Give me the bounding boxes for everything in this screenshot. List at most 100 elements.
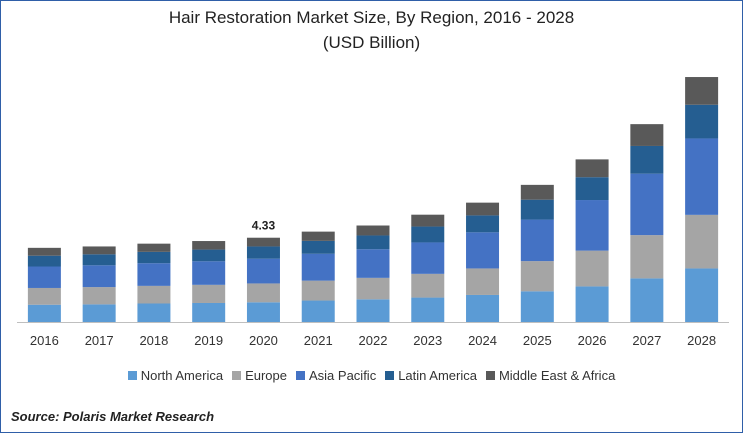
legend-label-middle-east-africa: Middle East & Africa xyxy=(498,368,616,383)
bar-europe-2016 xyxy=(27,287,61,305)
bar-europe-2026 xyxy=(575,250,609,287)
legend-item-middle-east-africa: Middle East & Africa xyxy=(485,368,616,383)
bar-middle-east-africa-2026 xyxy=(575,159,609,178)
bar-asia-pacific-2022 xyxy=(356,249,390,278)
legend-label-asia-pacific: Asia Pacific xyxy=(309,368,377,383)
bar-latin-america-2022 xyxy=(356,235,390,250)
bar-north-america-2028 xyxy=(685,268,719,322)
x-tick-label-2026: 2026 xyxy=(578,333,607,348)
bar-europe-2027 xyxy=(630,235,664,279)
bar-asia-pacific-2025 xyxy=(520,219,554,262)
x-tick-label-2017: 2017 xyxy=(85,333,114,348)
x-tick-label-2024: 2024 xyxy=(468,333,497,348)
bar-middle-east-africa-2025 xyxy=(520,184,554,200)
bar-north-america-2025 xyxy=(520,291,554,322)
legend-swatch-latin-america xyxy=(385,371,395,380)
x-tick-label-2022: 2022 xyxy=(359,333,388,348)
bar-latin-america-2025 xyxy=(520,199,554,220)
legend-item-north-america: North America xyxy=(127,368,224,383)
bar-middle-east-africa-2028 xyxy=(685,77,719,105)
x-tick-label-2018: 2018 xyxy=(139,333,168,348)
legend-swatch-europe xyxy=(232,371,242,380)
legend-label-north-america: North America xyxy=(140,368,224,383)
bar-latin-america-2021 xyxy=(301,240,335,254)
bar-europe-2024 xyxy=(466,268,500,295)
bar-middle-east-africa-2020 xyxy=(246,237,280,247)
data-label-2020: 4.33 xyxy=(252,219,276,233)
x-tick-label-2016: 2016 xyxy=(30,333,59,348)
legend-swatch-asia-pacific xyxy=(296,371,305,380)
bar-north-america-2016 xyxy=(27,304,61,322)
bar-asia-pacific-2023 xyxy=(411,242,445,274)
bar-asia-pacific-2018 xyxy=(137,263,171,286)
bar-europe-2017 xyxy=(82,287,116,305)
bar-latin-america-2020 xyxy=(246,246,280,259)
bar-north-america-2022 xyxy=(356,299,390,322)
chart-title: Hair Restoration Market Size, By Region,… xyxy=(168,8,575,27)
bar-europe-2018 xyxy=(137,285,171,304)
bar-europe-2020 xyxy=(246,283,280,303)
bar-north-america-2023 xyxy=(411,297,445,322)
bar-middle-east-africa-2022 xyxy=(356,225,390,236)
legend-label-latin-america: Latin America xyxy=(398,368,477,383)
bar-middle-east-africa-2023 xyxy=(411,214,445,227)
bar-latin-america-2017 xyxy=(82,254,116,266)
legend-swatch-middle-east-africa xyxy=(485,371,495,380)
bar-latin-america-2016 xyxy=(27,255,61,267)
bar-latin-america-2024 xyxy=(466,215,500,233)
bar-europe-2022 xyxy=(356,277,390,300)
legend: North America Europe Asia Pacific Latin Ame… xyxy=(1,368,742,383)
bar-north-america-2024 xyxy=(466,294,500,322)
bar-middle-east-africa-2024 xyxy=(466,202,500,216)
x-tick-label-2023: 2023 xyxy=(413,333,442,348)
bar-latin-america-2023 xyxy=(411,226,445,243)
bar-latin-america-2028 xyxy=(685,104,719,139)
bar-north-america-2018 xyxy=(137,303,171,322)
bar-latin-america-2027 xyxy=(630,145,664,174)
x-tick-label-2021: 2021 xyxy=(304,333,333,348)
bar-europe-2028 xyxy=(685,214,719,269)
bar-europe-2025 xyxy=(520,261,554,292)
x-tick-label-2028: 2028 xyxy=(687,333,716,348)
bar-asia-pacific-2026 xyxy=(575,200,609,251)
bar-middle-east-africa-2027 xyxy=(630,124,664,146)
x-tick-label-2025: 2025 xyxy=(523,333,552,348)
bar-europe-2023 xyxy=(411,273,445,298)
bar-europe-2019 xyxy=(192,284,226,303)
x-tick-label-2020: 2020 xyxy=(249,333,278,348)
bar-north-america-2026 xyxy=(575,286,609,322)
bar-middle-east-africa-2016 xyxy=(27,247,61,256)
legend-label-europe: Europe xyxy=(245,368,287,383)
bar-north-america-2021 xyxy=(301,300,335,322)
bar-asia-pacific-2024 xyxy=(466,232,500,269)
bar-north-america-2017 xyxy=(82,304,116,322)
legend-swatch-north-america xyxy=(127,371,137,380)
bar-north-america-2027 xyxy=(630,278,664,322)
x-tick-label-2027: 2027 xyxy=(632,333,661,348)
bar-middle-east-africa-2017 xyxy=(82,246,116,255)
bar-latin-america-2018 xyxy=(137,251,171,264)
legend-item-europe: Europe xyxy=(232,368,287,383)
bar-latin-america-2026 xyxy=(575,177,609,201)
legend-item-asia-pacific: Asia Pacific xyxy=(296,368,376,383)
bar-north-america-2020 xyxy=(246,302,280,322)
x-tick-label-2019: 2019 xyxy=(194,333,223,348)
bar-middle-east-africa-2021 xyxy=(301,231,335,241)
bar-europe-2021 xyxy=(301,280,335,301)
bar-asia-pacific-2020 xyxy=(246,258,280,284)
bar-asia-pacific-2019 xyxy=(192,261,226,285)
bar-latin-america-2019 xyxy=(192,249,226,262)
legend-item-latin-america: Latin America xyxy=(385,368,477,383)
bar-asia-pacific-2016 xyxy=(27,266,61,288)
bar-asia-pacific-2021 xyxy=(301,253,335,281)
source-note: Source: Polaris Market Research xyxy=(11,409,215,424)
bar-middle-east-africa-2018 xyxy=(137,243,171,252)
bar-north-america-2019 xyxy=(192,302,226,322)
bar-middle-east-africa-2019 xyxy=(192,241,226,250)
chart-subtitle: (USD Billion) xyxy=(322,33,421,52)
bar-asia-pacific-2027 xyxy=(630,173,664,236)
bar-asia-pacific-2017 xyxy=(82,265,116,288)
bar-asia-pacific-2028 xyxy=(685,138,719,215)
